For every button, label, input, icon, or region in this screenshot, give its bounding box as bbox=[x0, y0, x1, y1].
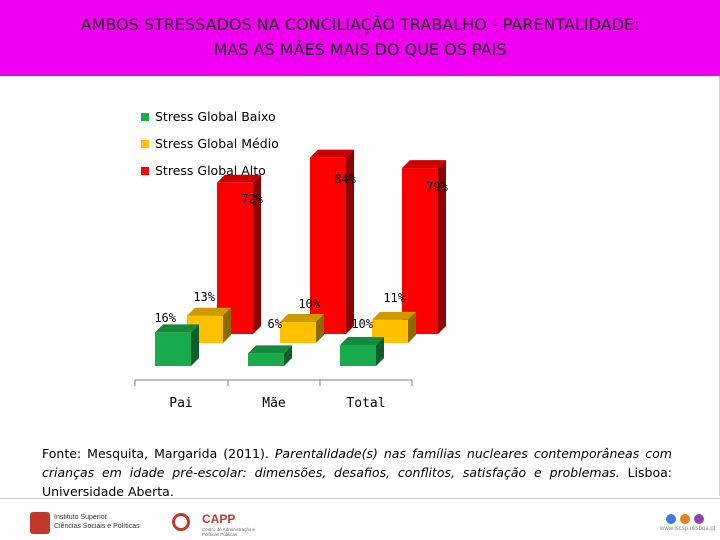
university-logo: www.iscsp.ulisboa.pt bbox=[660, 512, 716, 538]
source-prefix: Fonte: Mesquita, Margarida (2011). bbox=[42, 446, 275, 461]
iscsp-seal-icon bbox=[30, 512, 50, 534]
slide-title: AMBOS STRESSADOS NA CONCILIAÇÃO TRABALHO… bbox=[0, 12, 720, 62]
chart-legend: Stress Global Baixo Stress Global Médio St… bbox=[141, 109, 279, 178]
stacked-3d-column-chart: Stress Global Baixo Stress Global Médio St… bbox=[134, 109, 449, 411]
bar-mae-stress-global-alto bbox=[310, 149, 354, 334]
category-label-total: Total bbox=[346, 396, 385, 411]
iscsp-line-1: Instituto Superior bbox=[54, 514, 107, 521]
bar-mae-stress-global-baixo bbox=[248, 345, 292, 366]
orange-dot-icon bbox=[680, 514, 690, 524]
data-label-total-stress-global-baixo: 10% bbox=[351, 317, 373, 331]
blue-dot-icon bbox=[666, 514, 676, 524]
category-label-pai: Pai bbox=[169, 396, 192, 411]
title-line-2: MAS AS MÃES MAIS DO QUE OS PAIS bbox=[213, 40, 507, 59]
data-label-pai-stress-global-alto: 72% bbox=[241, 192, 263, 206]
bar-total-stress-global-alto bbox=[402, 160, 446, 334]
capp-subtitle: Centro de Administração e Políticas Públ… bbox=[202, 527, 256, 537]
legend-swatch-stress-global-medio bbox=[141, 140, 149, 148]
chart-bars bbox=[155, 149, 446, 366]
data-label-mae-stress-global-baixo: 6% bbox=[268, 317, 283, 331]
legend-swatch-stress-global-baixo bbox=[141, 113, 149, 121]
footer-divider bbox=[0, 498, 720, 499]
data-label-pai-stress-global-baixo: 16% bbox=[154, 311, 176, 325]
source-publisher: Lisboa: Universidade Aberta. bbox=[42, 465, 672, 499]
bar-pai-stress-global-alto bbox=[217, 174, 261, 334]
data-label-total-stress-global-medio: 11% bbox=[383, 291, 405, 305]
purple-dot-icon bbox=[694, 514, 704, 524]
chart-value-labels: 72% 13% 16% 84% 10% 6% 79% 11% 10% bbox=[154, 172, 448, 331]
capp-logo: CAPP Centro de Administração e Políticas… bbox=[172, 512, 282, 537]
source-title: Parentalidade(s) nas famílias nucleares … bbox=[42, 446, 672, 480]
legend-label-stress-global-medio: Stress Global Médio bbox=[155, 136, 279, 151]
data-label-pai-stress-global-medio: 13% bbox=[193, 290, 215, 304]
title-bar bbox=[0, 0, 720, 76]
category-label-mae: Mãe bbox=[262, 396, 286, 411]
iscsp-line-2: Ciências Sociais e Políticas bbox=[54, 523, 140, 530]
university-url: www.iscsp.ulisboa.pt bbox=[660, 526, 716, 532]
bar-pai-stress-global-baixo bbox=[155, 324, 199, 366]
title-line-1: AMBOS STRESSADOS NA CONCILIAÇÃO TRABALHO… bbox=[80, 15, 640, 34]
bar-total-stress-global-baixo bbox=[340, 337, 384, 366]
iscsp-logo-text: Instituto Superior Ciências Sociais e Po… bbox=[54, 513, 140, 531]
data-label-mae-stress-global-alto: 84% bbox=[334, 172, 356, 186]
capp-name: CAPP bbox=[202, 512, 236, 526]
x-axis bbox=[134, 379, 413, 386]
source-citation: Fonte: Mesquita, Margarida (2011). Paren… bbox=[42, 444, 672, 501]
x-axis-tick-labels: Pai Mãe Total bbox=[169, 396, 385, 411]
data-label-total-stress-global-alto: 79% bbox=[426, 180, 448, 194]
legend-label-stress-global-alto: Stress Global Alto bbox=[155, 163, 266, 178]
data-label-mae-stress-global-medio: 10% bbox=[298, 297, 320, 311]
legend-swatch-stress-global-alto bbox=[141, 167, 149, 175]
capp-ring-icon bbox=[172, 513, 190, 531]
legend-label-stress-global-baixo: Stress Global Baixo bbox=[155, 109, 276, 124]
iscsp-logo: Instituto Superior Ciências Sociais e Po… bbox=[30, 512, 170, 534]
bar-mae-stress-global-medio bbox=[280, 314, 324, 343]
